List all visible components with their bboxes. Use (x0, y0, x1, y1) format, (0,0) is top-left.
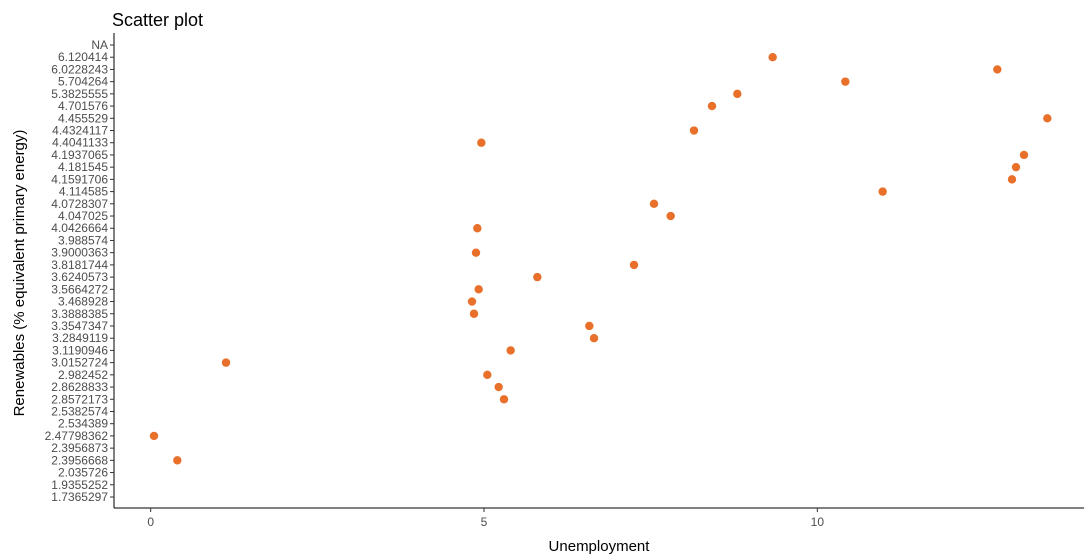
x-tick-label: 0 (147, 515, 154, 529)
data-point (841, 77, 850, 86)
data-point (474, 285, 483, 294)
data-point (477, 138, 486, 147)
y-tick-label: 4.1937065 (51, 148, 108, 162)
y-tick-label: 3.3888385 (51, 307, 108, 321)
x-axis: 0 5 10 (114, 507, 1084, 529)
y-axis-label: Renewables (% equivalent primary energy) (11, 130, 28, 417)
y-tick-label: 5.3825555 (51, 87, 108, 101)
data-point (467, 297, 477, 306)
y-tick-label: 3.3547347 (51, 319, 108, 333)
y-tick-label: 3.8181744 (51, 258, 108, 272)
y-tick-label: 2.035726 (58, 466, 108, 480)
y-tick-label: 3.1190946 (52, 343, 108, 357)
y-tick-label: 1.9355252 (51, 478, 108, 492)
x-axis-label: Unemployment (549, 538, 651, 555)
data-point (585, 321, 594, 331)
data-point (666, 211, 675, 221)
y-tick-label: 4.114585 (59, 185, 108, 199)
data-point (483, 370, 492, 380)
data-point (506, 346, 515, 355)
y-tick-label: 2.3956668 (51, 453, 108, 467)
y-tick-label: 5.704264 (58, 75, 108, 89)
data-point (1043, 114, 1052, 123)
data-point (473, 224, 482, 233)
data-point (589, 333, 599, 343)
data-point (1019, 150, 1029, 160)
data-point (1007, 175, 1017, 184)
y-tick-label: 2.5382574 (51, 404, 108, 418)
y-tick-label: 4.047025 (58, 209, 108, 223)
data-point (649, 199, 659, 209)
y-tick-label: 6.0228243 (51, 62, 108, 76)
y-tick-label: 2.534389 (58, 417, 108, 431)
y-tick-label: 4.455529 (58, 111, 108, 125)
data-point (471, 248, 481, 257)
y-tick-label: 4.0426664 (51, 221, 108, 235)
y-tick-label: 3.0152724 (51, 356, 108, 370)
x-tick-label: 5 (481, 515, 488, 529)
y-tick-label: 2.47798362 (45, 429, 109, 443)
data-point (768, 53, 777, 62)
data-point (221, 358, 231, 367)
data-point (993, 65, 1002, 74)
y-tick-label: 3.5664272 (51, 282, 108, 296)
y-tick-label: 4.1591706 (51, 172, 108, 186)
y-axis: 1.73652971.93552522.0357262.39566682.395… (45, 33, 115, 508)
y-tick-label: 2.8572173 (51, 392, 108, 406)
data-point (733, 89, 742, 99)
data-point (494, 382, 503, 392)
y-tick-label: 4.4041133 (52, 136, 108, 150)
y-tick-label: 3.6240573 (51, 270, 108, 284)
chart-title: Scatter plot (112, 10, 203, 30)
data-points (149, 53, 1052, 465)
data-point (173, 456, 182, 465)
y-tick-label: 6.120414 (58, 50, 108, 64)
data-point (689, 126, 699, 135)
y-tick-label: 2.8628833 (51, 380, 108, 394)
data-point (499, 395, 509, 404)
y-tick-label: 4.4324117 (52, 124, 108, 138)
data-point (469, 309, 479, 318)
data-point (149, 431, 159, 441)
y-tick-label: 2.3956873 (51, 441, 108, 455)
data-point (878, 187, 887, 196)
data-point (533, 272, 542, 282)
y-tick-label: 1.7365297 (51, 490, 108, 504)
y-tick-label: 4.701576 (58, 99, 108, 113)
y-tick-label: 4.0728307 (51, 197, 108, 211)
data-point (707, 101, 717, 111)
y-tick-label: 3.2849119 (52, 331, 108, 345)
y-tick-label: 3.988574 (58, 233, 108, 247)
y-tick-label: 2.982452 (58, 368, 108, 382)
y-tick-label: 3.9000363 (51, 246, 108, 260)
y-tick-label: 3.468928 (58, 295, 108, 309)
y-tick-label: NA (91, 38, 108, 52)
y-tick-label: 4.181545 (58, 160, 108, 174)
data-point (629, 260, 639, 270)
x-tick-label: 10 (811, 515, 825, 529)
data-point (1011, 162, 1021, 172)
